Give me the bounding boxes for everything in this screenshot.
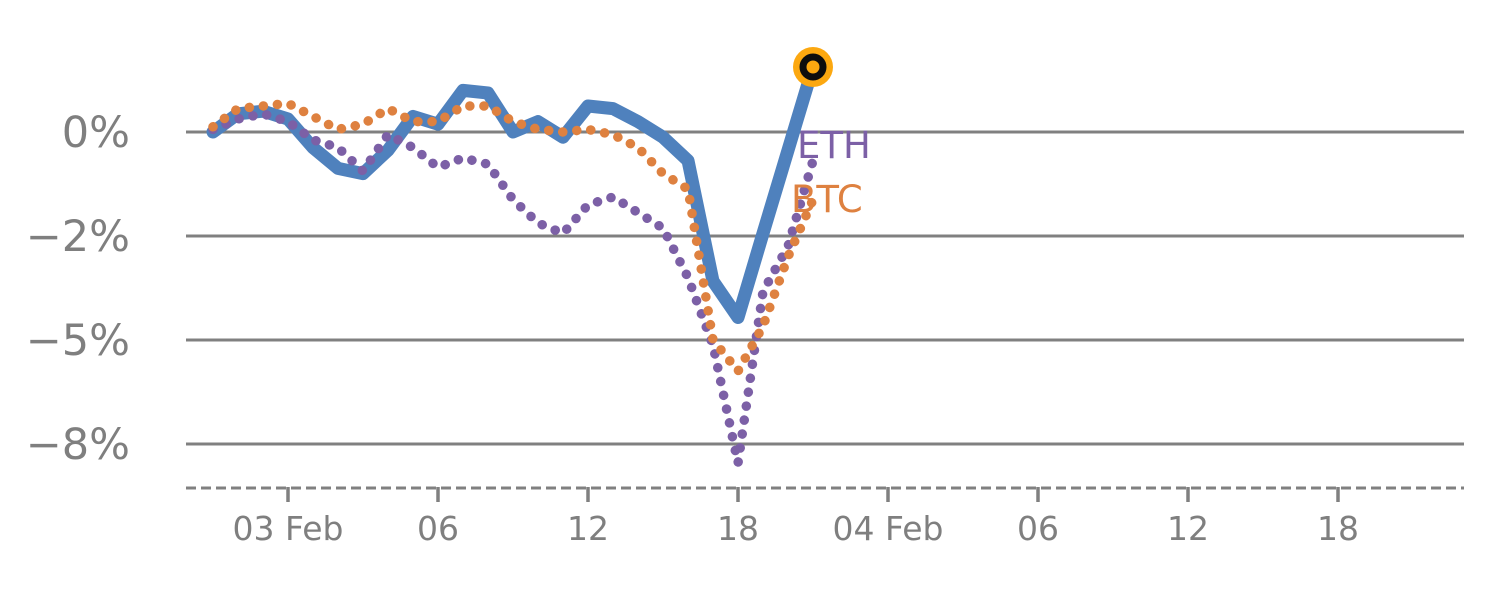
eth-series-line bbox=[208, 109, 818, 468]
x-tick-label: 06 bbox=[1017, 509, 1059, 548]
btc-series-line bbox=[208, 98, 818, 376]
y-tick-label: 0% bbox=[62, 108, 130, 158]
x-tick-label: 03 Feb bbox=[233, 509, 344, 548]
main-series-line bbox=[206, 60, 820, 324]
x-tick-label: 04 Feb bbox=[833, 509, 944, 548]
endpoint-marker bbox=[793, 47, 833, 87]
x-tick-label: 06 bbox=[417, 509, 459, 548]
y-tick-label: −2% bbox=[26, 212, 130, 262]
x-tick-label: 12 bbox=[567, 509, 609, 548]
y-gridlines bbox=[186, 130, 1464, 446]
y-axis-labels: 0% −2% −5% −8% bbox=[26, 108, 130, 470]
btc-end-label: BTC bbox=[791, 178, 863, 221]
x-tick-label: 18 bbox=[717, 509, 759, 548]
y-tick-label: −5% bbox=[26, 316, 130, 366]
x-tick-label: 12 bbox=[1167, 509, 1209, 548]
eth-end-label: ETH bbox=[797, 124, 871, 167]
x-tick-label: 18 bbox=[1317, 509, 1359, 548]
x-axis: 03 Feb 06 12 18 04 Feb 06 12 18 bbox=[186, 486, 1464, 548]
endpoint-marker-ring bbox=[799, 53, 827, 81]
y-tick-label: −8% bbox=[26, 420, 130, 470]
